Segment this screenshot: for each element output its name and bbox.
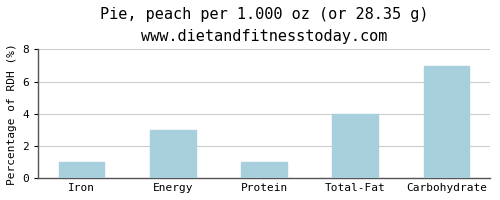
Title: Pie, peach per 1.000 oz (or 28.35 g)
www.dietandfitnesstoday.com: Pie, peach per 1.000 oz (or 28.35 g) www…	[100, 7, 428, 44]
Y-axis label: Percentage of RDH (%): Percentage of RDH (%)	[7, 43, 17, 185]
Bar	[332, 114, 378, 178]
Bar	[59, 162, 104, 178]
Bar	[424, 66, 469, 178]
Bar	[241, 162, 287, 178]
Bar	[150, 130, 196, 178]
